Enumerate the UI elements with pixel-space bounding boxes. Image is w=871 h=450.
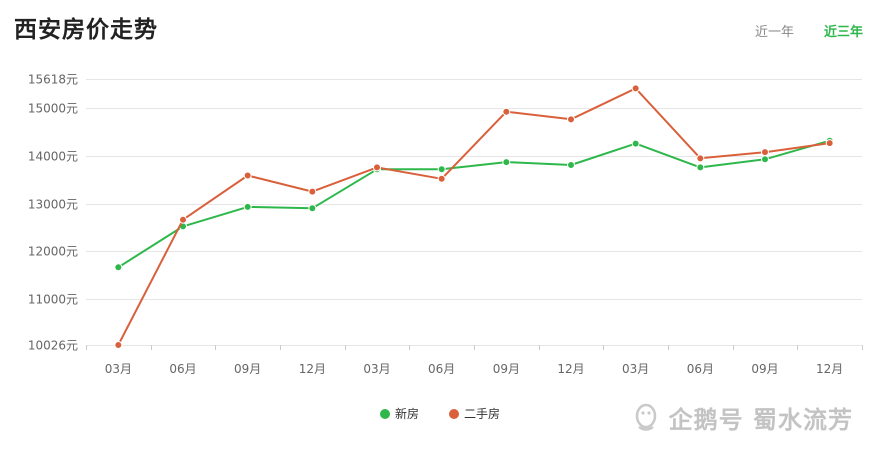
- data-point-second: [243, 171, 252, 180]
- legend: 新房 二手房: [380, 405, 500, 422]
- y-tick-label: 10026元: [28, 339, 78, 353]
- series-line-second: [117, 87, 830, 346]
- time-range-tabs: 近一年 近三年: [755, 21, 863, 40]
- data-point-new: [631, 139, 640, 148]
- data-point-second: [114, 341, 123, 349]
- x-tick-label: 12月: [299, 362, 326, 376]
- y-tick-label: 11000元: [28, 293, 78, 307]
- legend-label-new: 新房: [395, 407, 420, 421]
- data-point-second: [502, 107, 511, 116]
- y-tick-label: 13000元: [28, 198, 78, 212]
- x-tick-label: 06月: [169, 362, 196, 376]
- y-tick-label: 15000元: [28, 102, 78, 116]
- legend-item-second[interactable]: 二手房: [449, 405, 500, 422]
- data-point-second: [696, 154, 705, 163]
- x-tick-label: 09月: [751, 362, 778, 376]
- legend-label-second: 二手房: [464, 407, 501, 421]
- x-tick-label: 12月: [816, 362, 843, 376]
- x-tick-label: 03月: [105, 362, 132, 376]
- x-tick-label: 03月: [363, 362, 390, 376]
- x-tick-label: 09月: [493, 362, 520, 376]
- chart-title: 西安房价走势: [14, 17, 158, 43]
- data-point-second: [308, 187, 317, 196]
- y-tick-label: 14000元: [28, 150, 78, 164]
- data-point-new: [114, 263, 123, 272]
- x-tick-label: 03月: [622, 362, 649, 376]
- x-tick-label: 06月: [428, 362, 455, 376]
- y-tick-label: 15618元: [28, 73, 78, 87]
- tab-one-year[interactable]: 近一年: [754, 25, 794, 40]
- x-tick-label: 09月: [234, 362, 261, 376]
- data-point-new: [696, 163, 705, 172]
- line-chart: 10026元 11000元 12000元 13000元 14000元 15000元 1561…: [28, 73, 863, 376]
- data-point-new: [567, 161, 575, 170]
- data-point-second: [825, 139, 834, 148]
- legend-dot-second: [449, 408, 460, 419]
- y-tick-label: 12000元: [28, 245, 78, 259]
- data-point-second: [437, 174, 446, 183]
- tab-three-years[interactable]: 近三年: [823, 25, 863, 40]
- penguin-icon: [635, 403, 656, 431]
- data-point-new: [437, 165, 446, 174]
- data-point-new: [243, 202, 252, 211]
- watermark-text: 企鹅号 蜀水流芳: [668, 406, 853, 434]
- data-point-new: [308, 204, 317, 213]
- series-line-new: [117, 139, 830, 269]
- data-point-new: [502, 158, 511, 167]
- data-point-second: [373, 163, 381, 172]
- data-point-second: [179, 215, 187, 224]
- data-point-second: [761, 148, 769, 157]
- data-point-new: [761, 155, 769, 164]
- x-tick-label: 12月: [557, 362, 584, 376]
- legend-dot-new: [380, 408, 390, 419]
- watermark: 企鹅号 蜀水流芳: [631, 400, 853, 435]
- data-point-second: [631, 84, 640, 93]
- x-tick-label: 06月: [687, 362, 714, 376]
- legend-item-new[interactable]: 新房: [380, 405, 419, 422]
- data-point-second: [567, 115, 575, 124]
